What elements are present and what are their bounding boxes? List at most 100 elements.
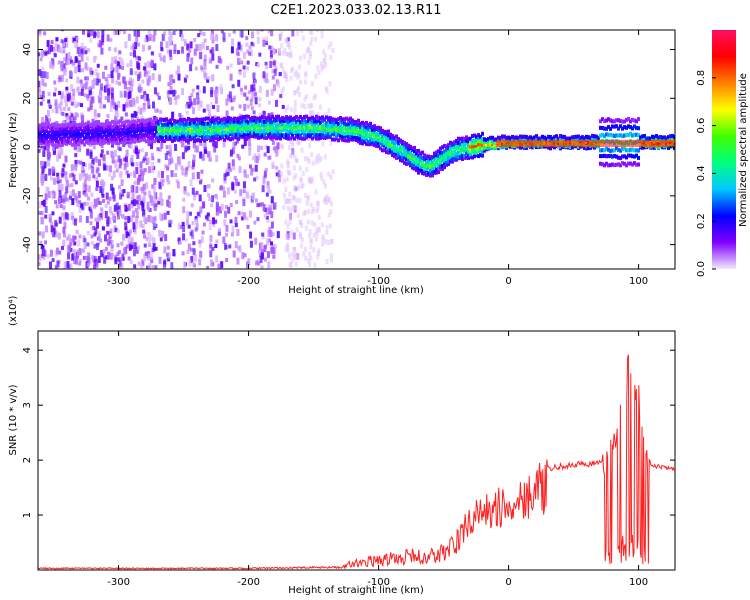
- spectrogram-cell: [204, 149, 208, 154]
- spectrogram-cell: [473, 146, 476, 151]
- spectrogram-cell: [255, 116, 258, 121]
- spectrogram-cell: [207, 109, 211, 117]
- spectrogram-cell: [248, 164, 252, 169]
- spectrogram-cell: [187, 116, 190, 121]
- spectrogram-cell: [123, 123, 126, 128]
- spectrogram-cell: [322, 57, 326, 63]
- spectrogram-cell: [303, 122, 306, 127]
- spectrogram-cell: [158, 147, 162, 152]
- spectrogram-cell: [109, 132, 112, 137]
- spectrogram-cell: [379, 141, 382, 146]
- spectrogram-cell: [375, 140, 378, 145]
- spectrogram-cell: [316, 30, 320, 33]
- spectrogram-cell: [431, 155, 434, 160]
- spectrogram-cell: [216, 105, 220, 113]
- spectrogram-cell: [287, 253, 291, 259]
- spectrogram-cell: [449, 155, 452, 160]
- spectrogram-cell: [183, 41, 187, 46]
- spectrogram-cell: [147, 118, 150, 123]
- spectrogram-cell: [411, 165, 414, 170]
- spectrogram-cell: [86, 262, 90, 267]
- spectrogram-cell: [663, 135, 666, 140]
- spectrogram-cell: [161, 33, 165, 41]
- spectrogram-cell: [363, 135, 366, 140]
- spectrogram-cell: [123, 82, 127, 90]
- spectrogram-cell: [433, 157, 436, 162]
- spectrogram-cell: [116, 252, 120, 257]
- spectrogram-cell: [70, 212, 74, 220]
- spectrogram-cell: [292, 204, 296, 210]
- spectrogram-cell: [44, 193, 48, 201]
- spectrogram-cell: [317, 248, 321, 254]
- spectrogram-cell: [266, 181, 270, 189]
- spectrogram-cell: [97, 159, 101, 167]
- spectrogram-cell: [208, 154, 212, 159]
- spectrogram-cell: [359, 136, 362, 141]
- spectrogram-cell: [397, 150, 400, 155]
- spectrogram-cell: [159, 57, 163, 62]
- spectrogram-cell: [125, 119, 128, 124]
- spectrogram-cell: [39, 101, 43, 106]
- spectrogram-cell: [84, 50, 88, 55]
- spectrogram-cell: [639, 135, 642, 140]
- spectrogram-cell: [257, 119, 260, 124]
- spectrogram-cell: [45, 138, 48, 143]
- spectrogram-cell: [335, 136, 338, 141]
- spectrogram-cell: [61, 128, 64, 133]
- spectrogram-cell: [257, 116, 260, 121]
- spectrogram-cell: [297, 139, 301, 145]
- spectrogram-cell: [290, 139, 294, 145]
- spectrogram-cell: [217, 137, 220, 142]
- spectrogram-cell: [227, 130, 230, 135]
- spectrogram-cell: [163, 122, 166, 127]
- spectrogram-cell: [303, 96, 307, 102]
- spectrogram-cell: [66, 236, 70, 241]
- spectrogram-cell: [237, 41, 241, 49]
- spectrogram-cell: [49, 140, 52, 145]
- spectrogram-cell: [81, 123, 84, 128]
- spectrogram-cell: [269, 120, 272, 125]
- spectrogram-cell: [157, 127, 160, 132]
- spectrogram-cell: [241, 123, 244, 128]
- spectrogram-cell: [79, 132, 82, 137]
- spectrogram-cell: [399, 145, 402, 150]
- spectrogram-cell: [106, 251, 110, 259]
- spectrogram-cell: [379, 126, 382, 131]
- spectrogram-cell: [183, 117, 186, 122]
- spectrogram-cell: [168, 149, 172, 157]
- spectrogram-cell: [288, 191, 292, 197]
- spectrogram-cell: [369, 121, 372, 126]
- spectrogram-cell: [209, 219, 213, 224]
- spectrogram-cell: [361, 120, 364, 125]
- spectrogram-cell: [601, 132, 604, 137]
- spectrogram-cell: [603, 153, 606, 158]
- spectrogram-cell: [57, 123, 60, 128]
- spectrogram-cell: [230, 232, 234, 237]
- spectrogram-cell: [255, 259, 259, 264]
- spectrogram-cell: [203, 66, 207, 71]
- spectrogram-cell: [118, 209, 122, 217]
- spectrogram-cell: [195, 130, 198, 135]
- spectrogram-cell: [119, 137, 122, 142]
- spectrogram-cell: [605, 161, 608, 166]
- spectrogram-cell: [222, 32, 226, 40]
- spectrogram-cell: [599, 154, 602, 159]
- spectrogram-cell: [90, 240, 94, 245]
- spectrogram-cell: [246, 194, 250, 199]
- spectrogram-cell: [101, 193, 105, 198]
- spectrogram-cell: [73, 139, 76, 144]
- spectrogram-cell: [314, 73, 318, 79]
- spectrogram-cell: [447, 151, 450, 156]
- spectrogram-cell: [141, 133, 144, 138]
- spectrogram-cell: [365, 125, 368, 130]
- spectrogram-cell: [58, 90, 62, 95]
- spectrogram-cell: [203, 117, 206, 122]
- spectrogram-cell: [265, 36, 269, 44]
- spectrogram-cell: [89, 122, 92, 127]
- spectrogram-cell: [186, 192, 190, 197]
- spectrogram-cell: [253, 118, 256, 123]
- spectrogram-cell: [122, 104, 126, 112]
- spectrogram-cell: [126, 191, 130, 196]
- spectrogram-cell: [575, 134, 578, 139]
